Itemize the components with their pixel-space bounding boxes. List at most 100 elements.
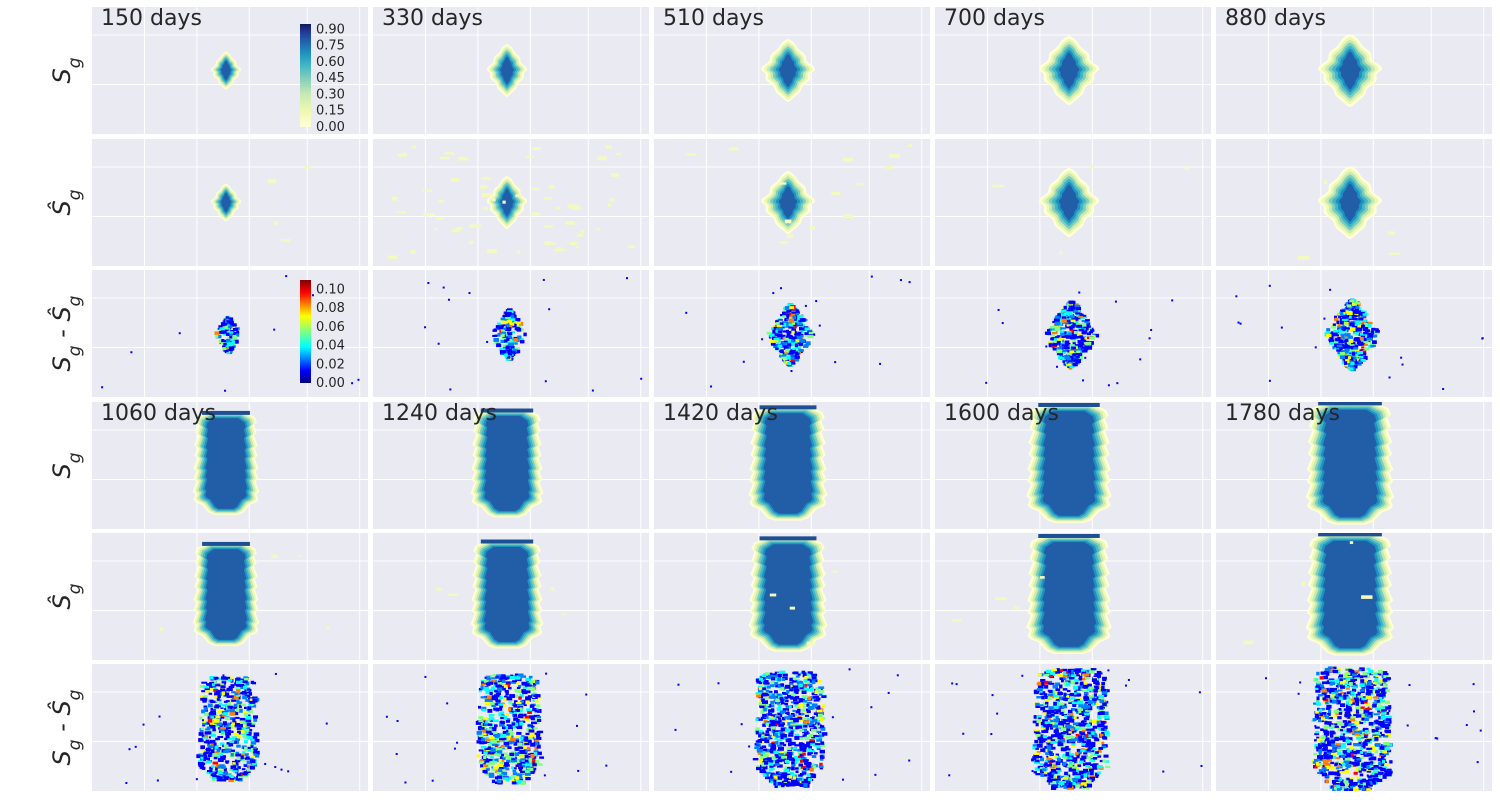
error-cell [1046, 757, 1052, 761]
error-cell [494, 747, 500, 751]
error-cell [1083, 735, 1088, 740]
error-cell [761, 674, 767, 678]
error-cell [792, 761, 798, 764]
error-cell [476, 754, 481, 758]
error-cell [233, 733, 239, 737]
error-cell [1070, 336, 1076, 340]
error-cell [1063, 671, 1067, 676]
noise-speck [1039, 576, 1045, 579]
error-cell [485, 762, 491, 765]
error-cell [788, 323, 795, 327]
error-cell [1059, 319, 1063, 323]
error-cell [505, 691, 509, 696]
error-cell [1053, 694, 1059, 698]
error-cell [497, 325, 504, 330]
error-cell [757, 690, 764, 693]
error-cell [813, 717, 819, 721]
error-cell [1076, 314, 1080, 317]
error-cell [253, 738, 260, 743]
error-cell [809, 333, 816, 336]
error-cell [1095, 772, 1100, 777]
error-cell [1059, 702, 1065, 706]
error-cell [782, 330, 787, 333]
error-cell [1071, 669, 1075, 674]
error-cell [220, 726, 226, 730]
error-cell [1077, 708, 1083, 711]
error-cell [476, 740, 482, 744]
error-cell [240, 755, 244, 760]
error-cell [777, 322, 784, 326]
error-cell [478, 749, 484, 752]
noise-speck [271, 554, 278, 558]
error-cell [217, 772, 224, 775]
error-cell [1085, 765, 1091, 768]
error-cell [249, 765, 255, 770]
error-cell [1103, 715, 1110, 719]
error-cell [799, 327, 803, 331]
error-cell [762, 740, 766, 744]
saturation-cap [480, 539, 534, 544]
error-cell [1058, 696, 1065, 701]
error-cell [213, 751, 219, 755]
error-cell [797, 715, 802, 719]
error-cell [525, 770, 529, 774]
error-cell [501, 333, 505, 338]
error-cell [1091, 776, 1095, 781]
error-cell [249, 698, 255, 702]
error-cell [775, 347, 779, 350]
error-cell [789, 356, 795, 360]
error-cell [762, 687, 767, 691]
error-cell [1351, 305, 1355, 309]
error-cell [1033, 715, 1037, 719]
error-cell [1042, 774, 1048, 777]
error-cell [211, 700, 218, 704]
error-cell [1068, 768, 1075, 772]
error-cell [491, 697, 496, 700]
error-cell [509, 694, 515, 698]
error-cell [1054, 732, 1058, 737]
error-cell [211, 765, 215, 768]
error-cell [244, 728, 250, 732]
error-cell [497, 747, 503, 752]
error-cell [802, 752, 806, 756]
error-speck [178, 332, 181, 335]
error-cell [251, 762, 257, 766]
error-cell [1105, 765, 1111, 769]
error-cell [477, 736, 483, 740]
error-cell [246, 746, 251, 750]
error-cell [232, 725, 236, 729]
error-cell [1055, 671, 1061, 674]
error-cell [225, 731, 231, 736]
error-cell [1099, 699, 1105, 703]
error-cell [246, 760, 252, 765]
error-cell [511, 779, 515, 783]
error-cell [1047, 759, 1054, 762]
error-cell [1097, 715, 1102, 719]
error-cell [1054, 321, 1061, 326]
error-cell [1348, 317, 1354, 321]
error-cell [791, 763, 796, 767]
error-speck [1084, 356, 1087, 359]
error-cell [225, 332, 230, 336]
error-cell [1048, 343, 1052, 348]
error-cell [763, 685, 770, 688]
error-cell [780, 759, 785, 762]
error-cell [760, 737, 766, 741]
error-speck [468, 292, 471, 295]
error-cell [1090, 734, 1095, 737]
error-cell [818, 765, 824, 768]
error-cell [1051, 784, 1057, 789]
error-cell [510, 681, 517, 684]
error-cell [503, 766, 507, 769]
error-cell [1086, 744, 1091, 748]
error-speck [424, 326, 427, 329]
error-cell [818, 690, 825, 693]
noise-speck [450, 152, 454, 155]
error-cell [775, 698, 780, 703]
error-cell [758, 702, 765, 706]
error-cell [1061, 705, 1068, 709]
error-cell [236, 701, 243, 705]
error-cell [784, 728, 791, 733]
error-cell [1048, 682, 1055, 685]
error-cell [758, 700, 763, 703]
